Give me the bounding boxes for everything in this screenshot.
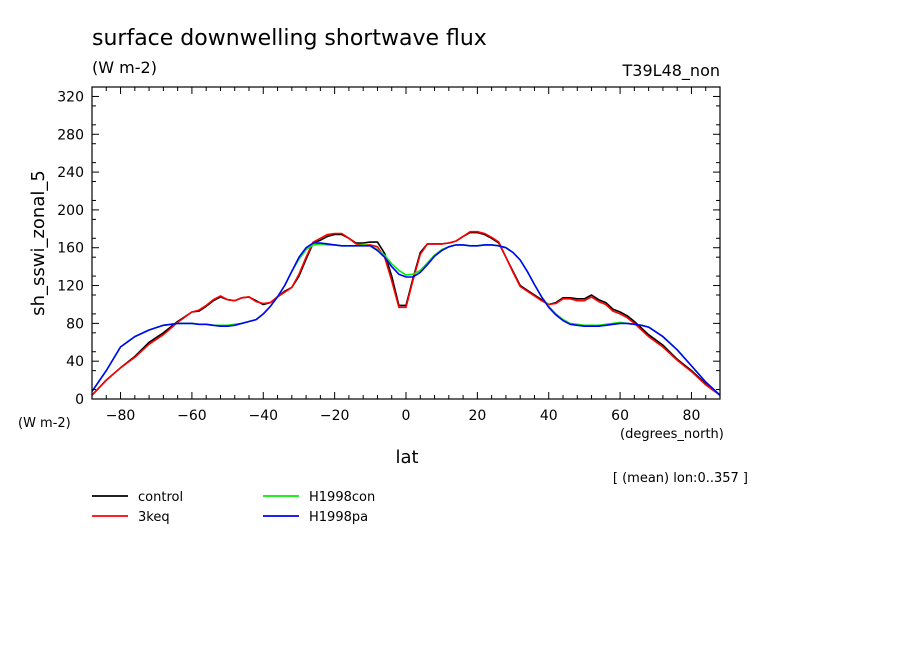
legend-label-H1998con: H1998con [309, 490, 375, 505]
y-tick-label: 240 [57, 165, 84, 181]
series-line-H1998con [91, 243, 721, 396]
y-tick-label: 280 [57, 127, 84, 143]
x-axis-units: (degrees_north) [620, 427, 724, 442]
y-tick-label: 120 [57, 279, 84, 295]
x-axis-label: lat [395, 447, 418, 468]
x-tick-label: −80 [106, 408, 136, 424]
x-tick-label: −40 [248, 408, 278, 424]
chart-units: (W m-2) [92, 58, 157, 77]
series-line-H1998pa [91, 242, 721, 396]
x-axis-ticks: −80 −60 −40 −20 0 20 40 60 80 [91, 87, 721, 424]
y-tick-label: 160 [57, 241, 84, 257]
y-axis-label: sh_sswi_zonal_5 [28, 170, 49, 316]
averaging-note: [ (mean) lon:0..357 ] [613, 471, 748, 486]
legend-label-H1998pa: H1998pa [309, 510, 368, 525]
legend-label-control: control [138, 490, 183, 505]
series-line-control [91, 231, 721, 396]
x-tick-label: −60 [177, 408, 207, 424]
x-tick-label: 20 [468, 408, 486, 424]
series-line-3keq [91, 230, 721, 396]
x-tick-label: −20 [320, 408, 350, 424]
x-tick-label: 80 [683, 408, 701, 424]
y-tick-label: 320 [57, 89, 84, 105]
chart-title: surface downwelling shortwave flux [92, 26, 487, 51]
y-tick-label: 200 [57, 203, 84, 219]
legend-label-3keq: 3keq [138, 510, 170, 525]
legend: control 3keq H1998con H1998pa [92, 490, 375, 525]
run-label: T39L48_non [622, 61, 720, 81]
y-axis-units: (W m-2) [18, 416, 71, 431]
x-tick-label: 60 [611, 408, 629, 424]
x-tick-label: 0 [402, 408, 411, 424]
x-tick-label: 40 [540, 408, 558, 424]
plot-content [91, 230, 721, 396]
y-axis-ticks: 0 40 80 120 160 200 240 280 320 [57, 86, 720, 408]
plot-frame [91, 86, 721, 400]
y-tick-label: 80 [66, 316, 84, 332]
y-tick-label: 0 [75, 392, 84, 408]
y-tick-label: 40 [66, 354, 84, 370]
